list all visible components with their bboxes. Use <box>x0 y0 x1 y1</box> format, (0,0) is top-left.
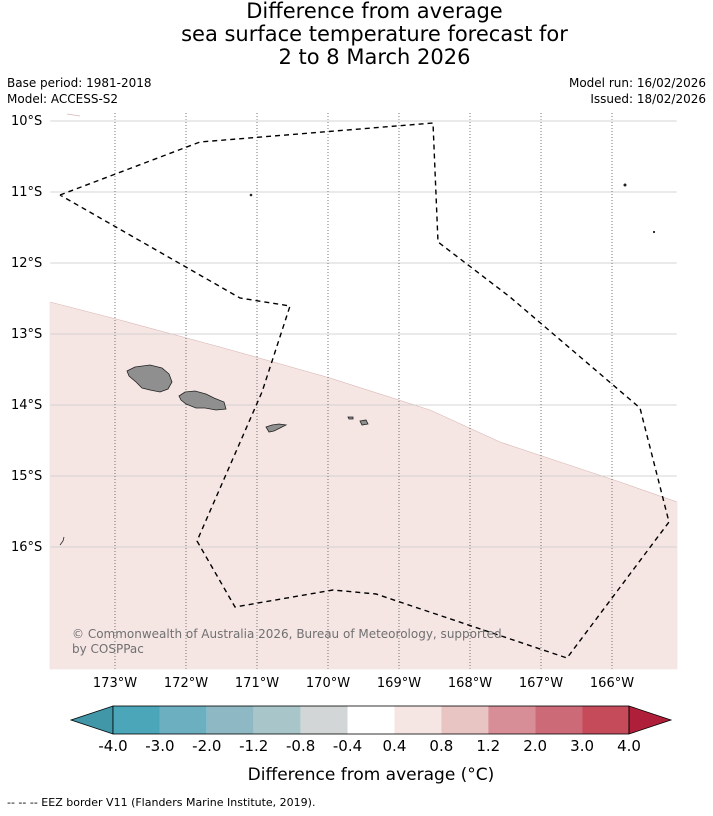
colorbar-segment <box>253 706 301 734</box>
colorbar-frame <box>112 705 630 735</box>
ofu-island <box>347 416 354 420</box>
lon-label: 166°W <box>590 676 634 691</box>
colorbar-segment <box>300 706 348 734</box>
colorbar-tick: 0.4 <box>383 737 407 755</box>
lat-label: 12°S <box>11 256 42 271</box>
tau-island <box>359 419 369 426</box>
eez-borders <box>59 122 670 659</box>
lat-label: 13°S <box>11 327 42 342</box>
colorbar-arrow-high <box>628 705 673 735</box>
colorbar-label: Difference from average (°C) <box>248 765 495 785</box>
lat-gridlines <box>50 120 677 548</box>
meta-right: Model run: 16/02/2026 Issued: 18/02/2026 <box>569 75 706 107</box>
meta-left: Base period: 1981-2018 Model: ACCESS-S2 <box>7 75 152 107</box>
lat-label: 11°S <box>11 185 42 200</box>
colorbar-segment <box>582 706 629 734</box>
colorbar-tick: 2.0 <box>523 737 547 755</box>
colorbar-segment <box>488 706 536 734</box>
title-line-1: Difference from average <box>246 0 503 23</box>
plot-frame <box>49 119 678 670</box>
small-islet <box>623 183 627 187</box>
eez-footnote: -- -- -- EEZ border V11 (Flanders Marine… <box>7 796 316 809</box>
colorbar-tick: -2.0 <box>192 737 221 755</box>
lat-label: 14°S <box>11 398 42 413</box>
colorbar-tick: -4.0 <box>98 737 127 755</box>
small-islet <box>249 193 253 197</box>
issued-date: Issued: 18/02/2026 <box>590 92 706 106</box>
colorbar-tick: 1.2 <box>476 737 500 755</box>
lon-label: 171°W <box>235 676 279 691</box>
colorbar-segment <box>441 706 489 734</box>
map-canvas: 10°S 11°S 12°S 13°S 14°S 15°S 16°S 173°W… <box>11 113 678 785</box>
map-title: Difference from average sea surface temp… <box>0 0 713 69</box>
model-run: Model run: 16/02/2026 <box>568 76 706 90</box>
colorbar <box>69 705 673 735</box>
savaii-island <box>126 364 173 393</box>
colorbar-segment <box>347 706 395 734</box>
colorbar-segment <box>394 706 442 734</box>
small-islet <box>59 536 65 546</box>
lon-label: 172°W <box>164 676 208 691</box>
lon-label: 170°W <box>306 676 350 691</box>
title-line-3: 2 to 8 March 2026 <box>278 45 471 69</box>
colorbar-tick: -1.2 <box>239 737 268 755</box>
lat-labels: 10°S 11°S 12°S 13°S 14°S 15°S 16°S <box>11 114 42 555</box>
colorbar-tick: -0.4 <box>333 737 362 755</box>
colorbar-segment <box>113 706 160 734</box>
copyright-note: © Commonwealth of Australia 2026, Bureau… <box>72 627 502 656</box>
colorbar-tick: -3.0 <box>145 737 174 755</box>
small-islet <box>652 230 656 234</box>
title-line-2: sea surface temperature forecast for <box>181 22 568 46</box>
colorbar-segment <box>159 706 207 734</box>
lon-labels: 173°W 172°W 171°W 170°W 169°W 168°W 167°… <box>93 676 634 691</box>
colorbar-tick: 4.0 <box>617 737 641 755</box>
colorbar-tick: -0.8 <box>286 737 315 755</box>
lon-label: 168°W <box>448 676 492 691</box>
lat-label: 15°S <box>11 469 42 484</box>
lon-label: 167°W <box>519 676 563 691</box>
colorbar-arrow-low <box>69 705 114 735</box>
lat-label: 10°S <box>11 114 42 129</box>
colorbar-tick: 0.8 <box>429 737 453 755</box>
lon-label: 173°W <box>93 676 137 691</box>
islands <box>59 113 656 546</box>
model-name: Model: ACCESS-S2 <box>7 92 119 106</box>
copyright-line-2: by COSPPac <box>72 642 144 656</box>
tutuila-island <box>265 423 288 433</box>
upolu-island <box>178 390 227 411</box>
lat-label: 16°S <box>11 540 42 555</box>
colorbar-segment <box>206 706 254 734</box>
base-period: Base period: 1981-2018 <box>7 76 152 90</box>
small-islet <box>66 113 81 117</box>
copyright-line-1: © Commonwealth of Australia 2026, Bureau… <box>72 627 502 641</box>
lon-label: 169°W <box>377 676 421 691</box>
colorbar-tick-labels: -4.0 -3.0 -2.0 -1.2 -0.8 -0.4 0.4 0.8 1.… <box>98 737 641 755</box>
eez-border-samoa <box>59 122 670 659</box>
colorbar-tick: 3.0 <box>570 737 594 755</box>
colorbar-segment <box>535 706 583 734</box>
